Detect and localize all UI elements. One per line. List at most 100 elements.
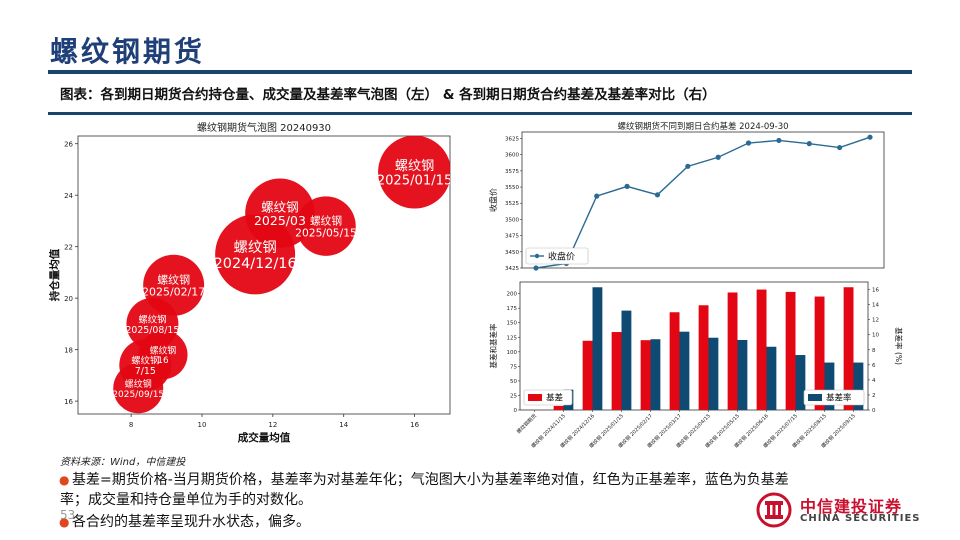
bubble-date-3: 2024/12/16 — [214, 256, 297, 272]
y-right-axis-label: 基差率 (%) — [894, 327, 904, 365]
legend-basis-swatch — [528, 394, 542, 401]
legend-rate-label: 基差率 — [826, 393, 852, 404]
line-point-9 — [806, 141, 812, 147]
line-point-6 — [715, 154, 721, 160]
y-tick-label: 20 — [64, 295, 73, 303]
basis-bar-10 — [814, 296, 825, 410]
note-1-cont: 率；成交量和持仓量单位为手的对数化。 — [60, 490, 312, 510]
rate-bar-7 — [737, 339, 748, 410]
note-1: ● 基差=期货价格-当月期货价格，基差率为对基差年化；气泡图大小为基差率绝对值，… — [59, 470, 789, 490]
basis-bar-1 — [553, 405, 564, 410]
x-axis-label: 成交量均值 — [238, 431, 291, 444]
bar-chart: 0 25 50 75 100 125 150 175 200 0 2 4 6 8 10 12 14 16 基差和基差… — [486, 276, 906, 451]
y-right-tick-label: 16 — [872, 288, 879, 294]
logo-name-cn: 中信建投证券 — [800, 497, 903, 516]
rate-bar-4 — [650, 339, 661, 410]
y-tick-label: 18 — [64, 347, 73, 355]
page-number: 53 — [60, 508, 76, 522]
company-logo: 中信建投证券 CHINA SECURITIES — [756, 492, 920, 528]
basis-bar-2 — [582, 340, 593, 410]
rate-bar-10 — [824, 362, 835, 410]
y-tick-label: 3575 — [505, 169, 519, 175]
y-left-tick-label: 75 — [510, 364, 517, 370]
y-left-axis-label: 基差和基差率 — [488, 323, 498, 368]
bubble-8 — [113, 363, 164, 414]
title-rule — [48, 70, 912, 74]
line-point-3 — [624, 183, 630, 189]
legend-rate-box — [803, 389, 865, 406]
y-tick-label: 3600 — [505, 153, 519, 159]
bubble-name-4: 螺纹钢 — [157, 273, 190, 287]
y-right-tick-label: 6 — [872, 363, 876, 369]
basis-bar-11 — [843, 287, 854, 410]
rate-bar-6 — [708, 337, 719, 410]
line-point-5 — [685, 163, 691, 169]
bubble-date-0: 2025/01/15 — [377, 174, 453, 189]
legend-rate-swatch — [808, 394, 822, 401]
rate-bar-2 — [592, 287, 603, 410]
legend-basis-box — [523, 389, 573, 406]
caption-rule — [48, 112, 912, 115]
line-chart-svg: 螺纹钢期货不同到期日合约基差 2024-09-30 3425 3450 3475 350… — [488, 121, 885, 272]
line-point-11 — [867, 134, 873, 140]
plot-frame — [521, 131, 885, 269]
y-tick-label: 22 — [64, 244, 73, 252]
legend-box — [525, 247, 589, 265]
bullet-icon: ● — [59, 473, 70, 487]
line-point-2 — [594, 193, 600, 199]
y-left-tick-label: 50 — [510, 379, 517, 385]
y-tick-label: 24 — [64, 192, 73, 200]
page-title: 螺纹钢期货 — [50, 35, 206, 68]
y-right-tick-label: 12 — [872, 318, 879, 324]
y-left-tick-label: 100 — [507, 350, 518, 356]
rate-bar-3 — [621, 310, 632, 410]
bullet-icon: ● — [59, 515, 70, 529]
y-tick-label: 3500 — [505, 217, 519, 223]
y-tick-label: 3525 — [505, 201, 519, 207]
bubble-name-1: 螺纹钢 — [261, 199, 299, 214]
y-tick-label: 3425 — [505, 266, 519, 272]
rate-bar-8 — [766, 346, 777, 410]
bubble-date-7: 7/15 — [135, 366, 156, 377]
note-1-cont-text: 率；成交量和持仓量单位为手的对数化。 — [60, 492, 312, 508]
bubble-date-4: 2025/02/17 — [142, 286, 205, 299]
note-1-text: 基差=期货价格-当月期货价格，基差率为对基差年化；气泡图大小为基差率绝对值，红色… — [72, 472, 789, 488]
bubble-name-0: 螺纹钢 — [395, 158, 434, 174]
bubble-chart: 螺纹钢期货气泡图 20240930 8 10 12 14 16 16 18 20 22 24 26 成交… — [48, 118, 460, 448]
bubble-0 — [378, 136, 450, 209]
y-axis-label: 持仓量均值 — [48, 248, 61, 301]
basis-bar-3 — [611, 332, 622, 410]
bubble-chart-svg: 螺纹钢期货气泡图 20240930 8 10 12 14 16 16 18 20 22 24 26 成交… — [48, 121, 453, 444]
y-tick-label: 16 — [64, 398, 73, 406]
y-tick-label: 3625 — [505, 136, 519, 142]
x-tick-label: 8 — [129, 421, 133, 429]
y-right-tick-label: 14 — [872, 303, 879, 309]
legend-label: 收盘价 — [548, 251, 575, 263]
basis-bar-5 — [669, 312, 680, 410]
y-right-tick-label: 4 — [872, 378, 876, 384]
bubble-name-3: 螺纹钢 — [234, 239, 277, 256]
bubble-name-6: 螺纹钢 — [150, 344, 177, 356]
basis-bar-4 — [640, 340, 651, 410]
x-tick-label: 12 — [268, 421, 277, 429]
y-tick-label: 3475 — [505, 234, 519, 240]
x-tick-label: 14 — [339, 421, 348, 429]
note-2: ● 各合约的基差率呈现升水状态，偏多。 — [59, 512, 310, 532]
y-left-tick-label: 0 — [514, 408, 518, 414]
chart-caption: 图表：各到期日期货合约持仓量、成交量及基差率气泡图（左） & 各到期日期货合约基… — [60, 87, 716, 103]
chart-title: 螺纹钢期货气泡图 20240930 — [197, 121, 331, 134]
bubble-name-5: 螺纹钢 — [138, 314, 166, 326]
y-left-tick-label: 150 — [507, 321, 518, 327]
rate-bar-9 — [795, 355, 806, 410]
y-tick-label: 3550 — [505, 185, 519, 191]
basis-bar-6 — [698, 305, 709, 410]
note-2-text: 各合约的基差率呈现升水状态，偏多。 — [72, 514, 310, 530]
source-note: 资料来源：Wind，中信建投 — [60, 457, 186, 468]
line-point-10 — [837, 144, 843, 151]
series-line — [535, 136, 871, 269]
bubble-name-8: 螺纹钢 — [125, 378, 152, 390]
bar-chart-svg: 0 25 50 75 100 125 150 175 200 0 2 4 6 8 10 12 14 16 基差和基差… — [488, 281, 904, 450]
y-axis-label: 收盘价 — [488, 188, 498, 212]
line-point-0 — [533, 265, 539, 271]
